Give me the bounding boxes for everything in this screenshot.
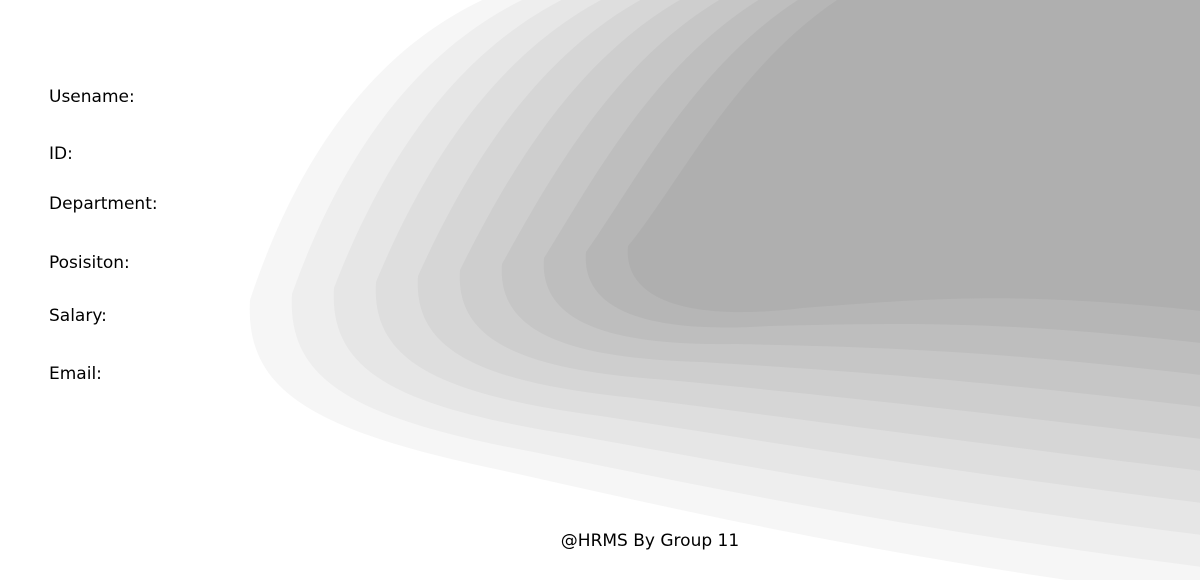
username-label: Usename: — [49, 87, 135, 107]
email-label: Email: — [49, 364, 102, 384]
wave-layer — [627, 0, 1200, 313]
salary-label: Salary: — [49, 306, 107, 326]
department-label: Department: — [49, 194, 158, 214]
profile-fields: Usename: ID: Department: Posisiton: Sala… — [49, 0, 349, 400]
position-label: Posisiton: — [49, 253, 130, 273]
id-label: ID: — [49, 144, 73, 164]
footer-credit: @HRMS By Group 11 — [560, 531, 740, 551]
